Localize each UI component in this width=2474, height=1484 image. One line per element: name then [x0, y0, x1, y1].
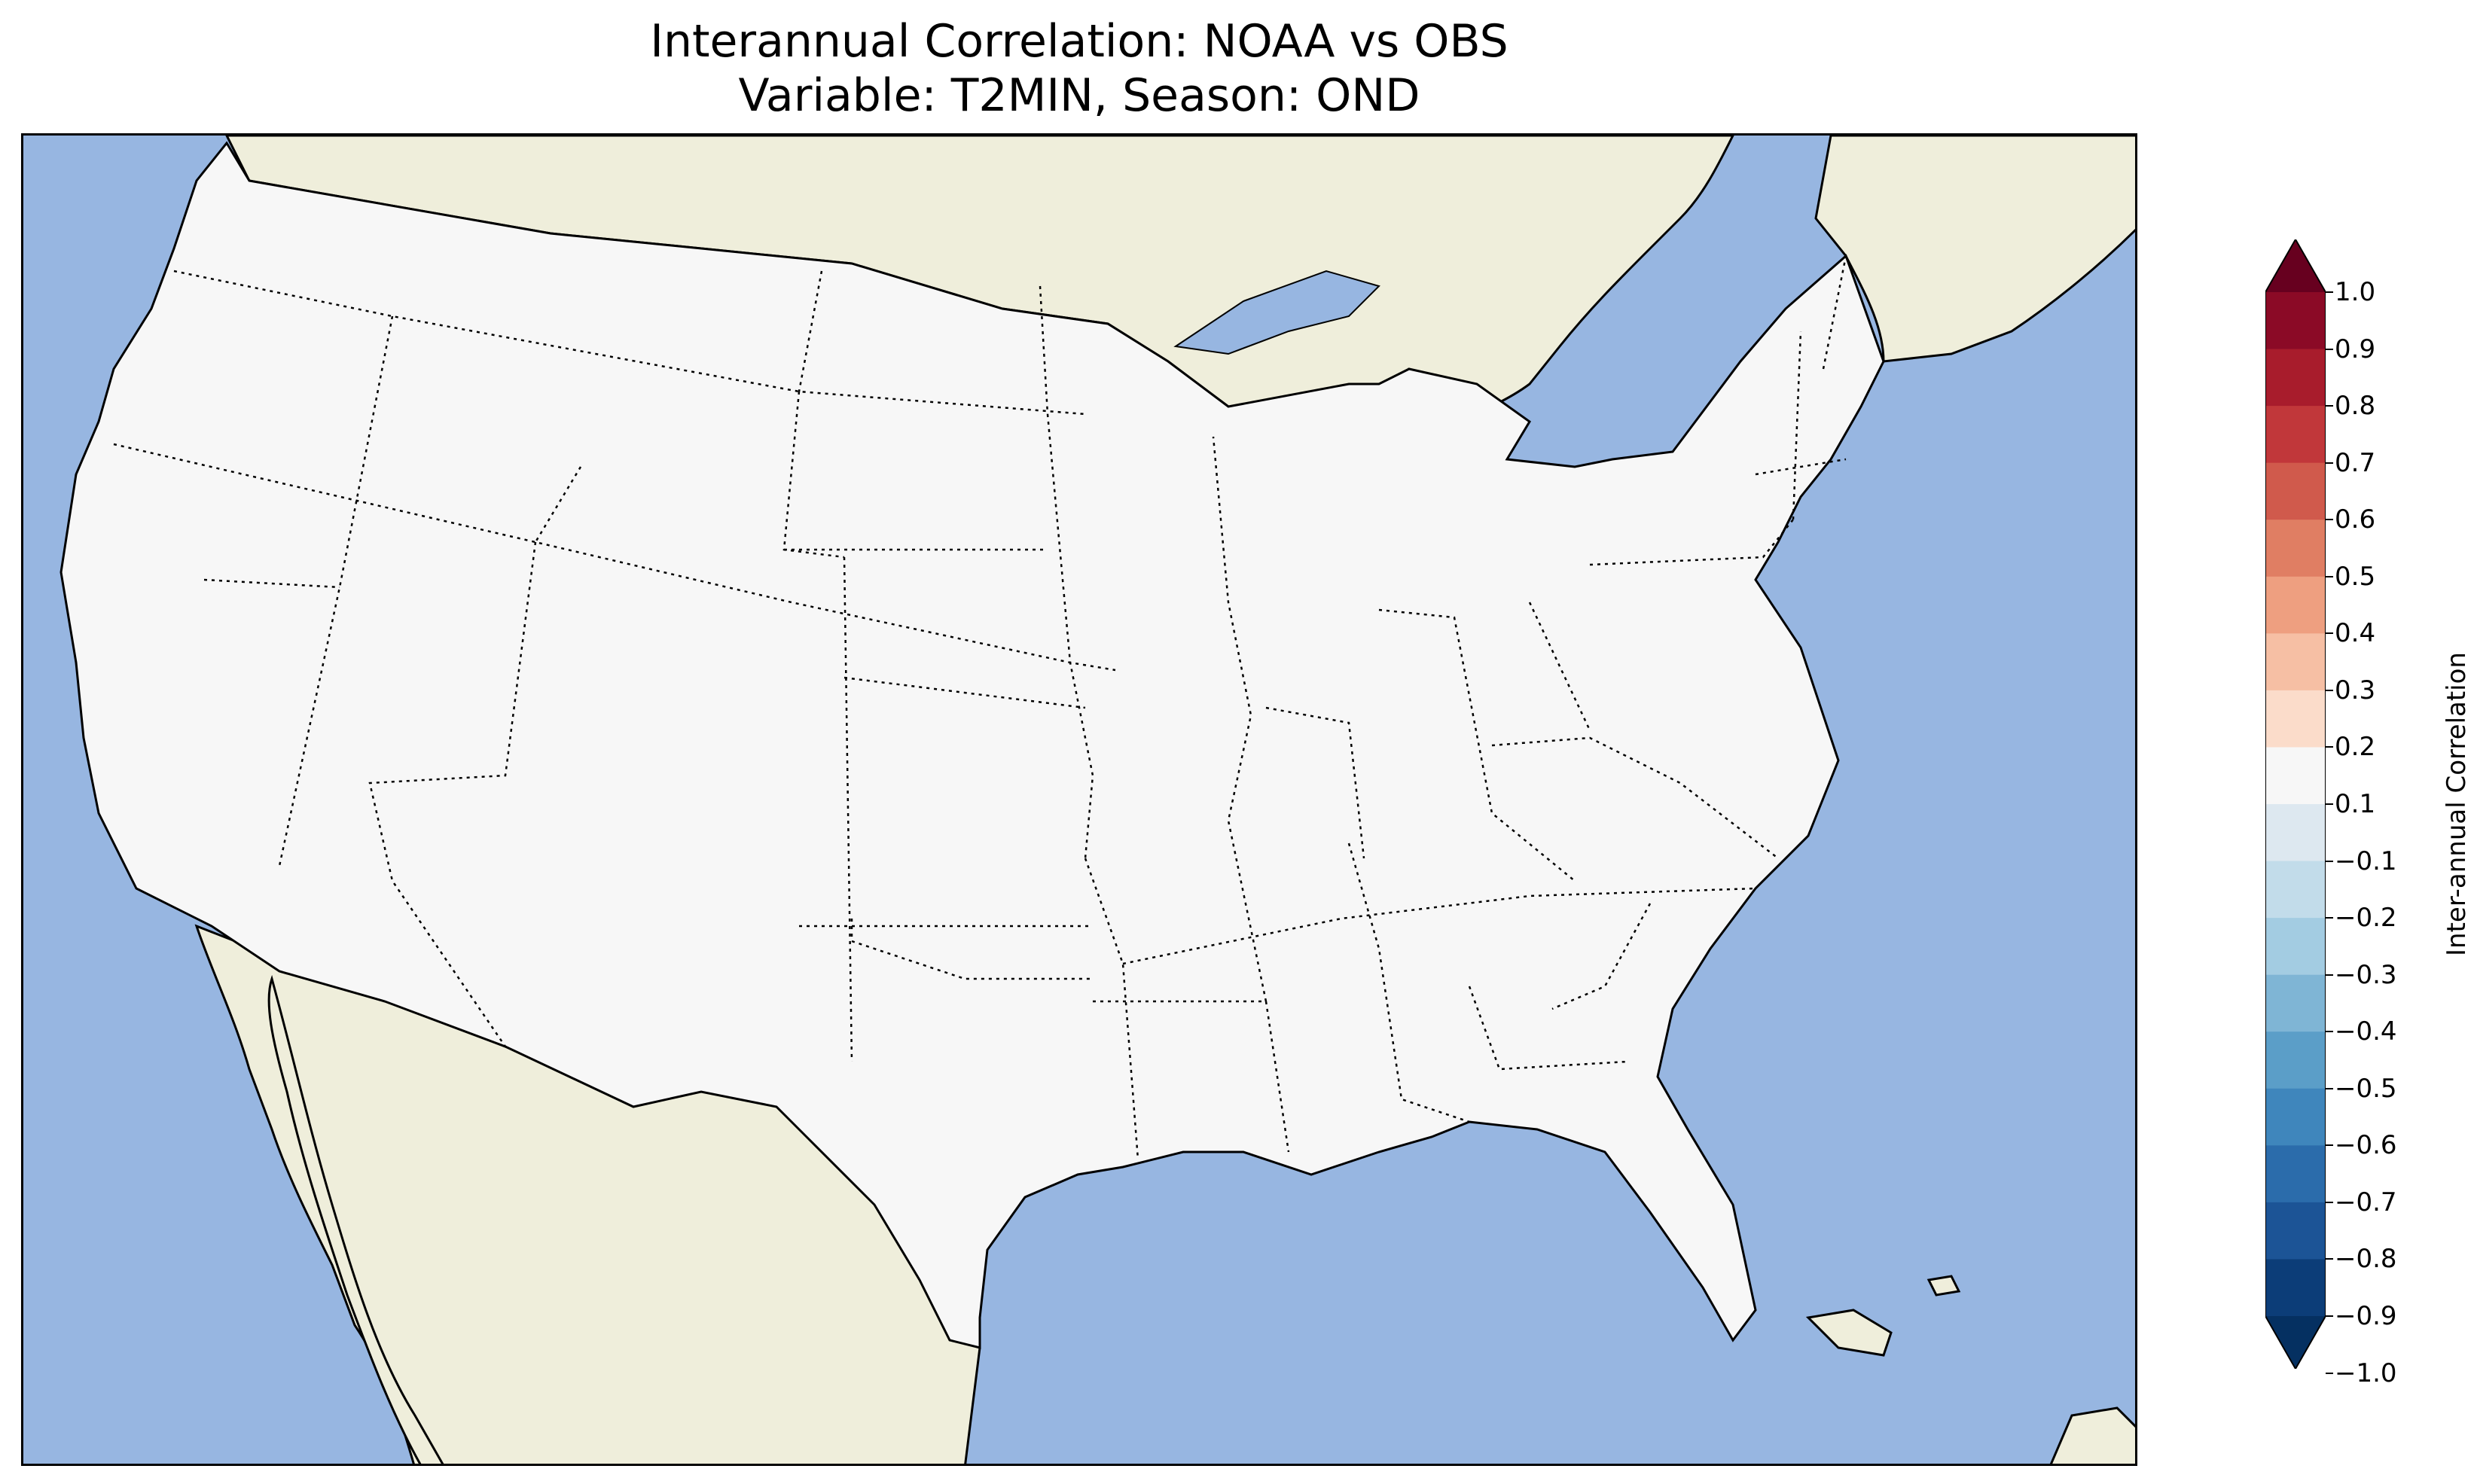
- colorbar-tick-mark: [2326, 1031, 2333, 1033]
- bahamas: [1926, 1275, 1961, 1297]
- colorbar-tick-mark: [2326, 917, 2333, 919]
- figure-subtitle: Variable: T2MIN, Season: OND: [738, 69, 1420, 122]
- colorbar-band: [2265, 406, 2326, 464]
- colorbar-band: [2265, 349, 2326, 407]
- colorbar-label: Inter-annual Correlation: [2442, 652, 2472, 956]
- colorbar-band: [2265, 633, 2326, 691]
- colorbar-tick-label: 0.3: [2335, 675, 2376, 705]
- colorbar-tick-mark: [2326, 1087, 2333, 1089]
- colorbar-extend-max: [2265, 239, 2326, 292]
- colorbar-tick-label: 0.2: [2335, 732, 2376, 763]
- colorbar-tick-mark: [2326, 689, 2333, 691]
- state-borders: [113, 255, 1847, 1160]
- colorbar-band: [2265, 804, 2326, 862]
- colorbar-tick-mark: [2326, 803, 2333, 805]
- colorbar-band: [2265, 520, 2326, 577]
- colorbar-tick-label: −0.3: [2335, 959, 2397, 990]
- colorbar-tick-mark: [2326, 575, 2333, 577]
- colorbar-band: [2265, 1145, 2326, 1203]
- colorbar-tick-mark: [2326, 1315, 2333, 1317]
- mexico-landmass: [194, 924, 981, 1464]
- colorbar-tick-mark: [2326, 291, 2333, 293]
- baja-california: [267, 974, 444, 1464]
- colorbar-tick-label: −0.6: [2335, 1130, 2397, 1161]
- cuba: [1805, 1309, 1893, 1357]
- colorbar-tick-label: −0.5: [2335, 1073, 2397, 1104]
- colorbar-band: [2265, 1259, 2326, 1317]
- colorbar-tick-mark: [2326, 519, 2333, 521]
- colorbar-tick-mark: [2326, 405, 2333, 407]
- colorbar-tick-mark: [2326, 746, 2333, 748]
- colorbar-tick-label: −1.0: [2335, 1358, 2397, 1388]
- colorbar-extend-min: [2265, 1316, 2326, 1369]
- colorbar-tick-label: 0.8: [2335, 391, 2376, 422]
- colorbar-tick-label: 0.9: [2335, 334, 2376, 364]
- colorbar-tick-mark: [2326, 1144, 2333, 1147]
- colorbar-band: [2265, 918, 2326, 976]
- colorbar-band: [2265, 974, 2326, 1032]
- colorbar-band: [2265, 690, 2326, 748]
- colorbar-tick-label: −0.4: [2335, 1016, 2397, 1047]
- colorbar-tick-mark: [2326, 1372, 2333, 1374]
- colorbar-tick-label: −0.7: [2335, 1187, 2397, 1217]
- colorbar-band: [2265, 1031, 2326, 1089]
- colorbar-tick-mark: [2326, 632, 2333, 635]
- colorbar-band: [2265, 1088, 2326, 1146]
- colorbar-tick-mark: [2326, 348, 2333, 350]
- colorbar-tick-label: −0.2: [2335, 903, 2397, 934]
- colorbar-band: [2265, 861, 2326, 919]
- colorbar-tick-mark: [2326, 860, 2333, 862]
- colorbar-band: [2265, 1202, 2326, 1260]
- colorbar-tick-label: 0.1: [2335, 789, 2376, 819]
- colorbar-tick-label: 1.0: [2335, 277, 2376, 307]
- colorbar-tick-label: −0.8: [2335, 1244, 2397, 1275]
- lake-superior: [1173, 270, 1380, 355]
- colorbar-tick-mark: [2326, 1258, 2333, 1260]
- colorbar-tick-label: 0.4: [2335, 618, 2376, 649]
- map-panel: [21, 133, 2137, 1466]
- colorbar: [2265, 239, 2326, 1369]
- figure-title: Interannual Correlation: NOAA vs OBS: [650, 15, 1508, 68]
- colorbar-tick-label: −0.1: [2335, 846, 2397, 876]
- colorbar-band: [2265, 576, 2326, 634]
- colorbar-band: [2265, 462, 2326, 520]
- colorbar-tick-label: −0.9: [2335, 1301, 2397, 1331]
- colorbar-band: [2265, 292, 2326, 350]
- colorbar-band: [2265, 747, 2326, 805]
- canada-maritimes: [1814, 136, 2135, 363]
- colorbar-tick-mark: [2326, 1201, 2333, 1203]
- colorbar-tick-label: 0.6: [2335, 504, 2376, 535]
- colorbar-tick-mark: [2326, 974, 2333, 976]
- colorbar-tick-label: 0.5: [2335, 561, 2376, 592]
- colorbar-tick-label: 0.7: [2335, 447, 2376, 478]
- small-island: [2049, 1406, 2135, 1464]
- colorbar-tick-mark: [2326, 462, 2333, 464]
